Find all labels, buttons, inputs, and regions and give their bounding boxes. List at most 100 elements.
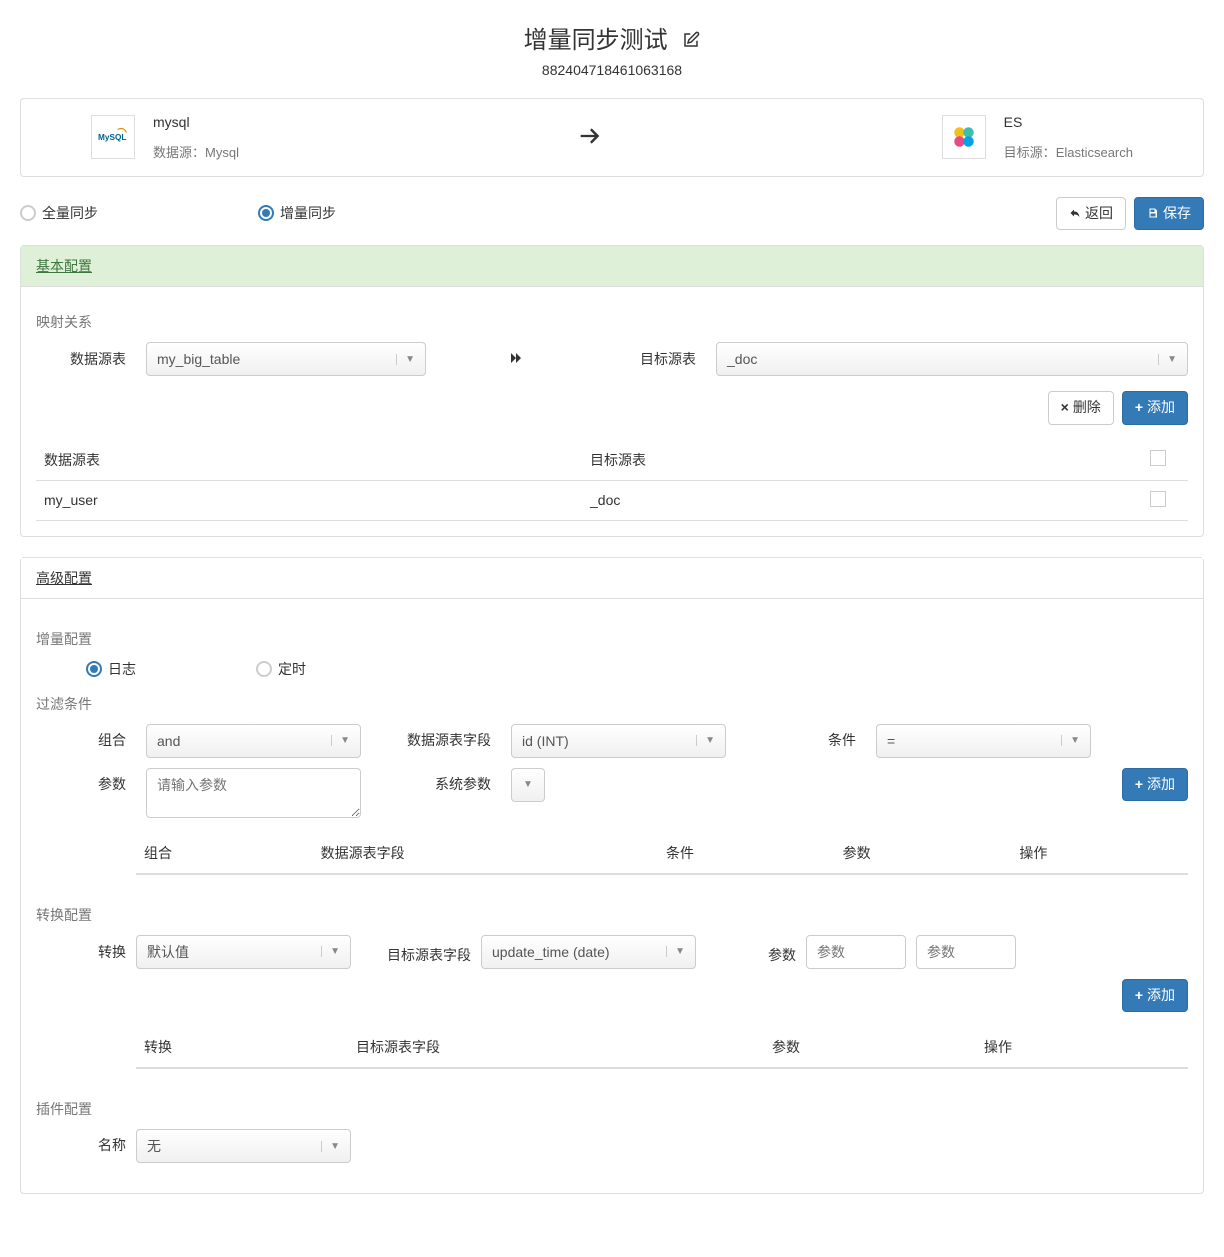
page-id: 882404718461063168: [20, 62, 1204, 78]
source-name: mysql: [153, 114, 239, 130]
source-target-panel: MySQL mysql 数据源：Mysql ES 目标源：Elasticsear…: [20, 98, 1204, 177]
radio-full-sync[interactable]: 全量同步: [20, 203, 98, 223]
target-field-select[interactable]: update_time (date) ▼: [481, 935, 696, 969]
add-mapping-button[interactable]: + 添加: [1122, 391, 1188, 425]
radio-icon: [20, 205, 36, 221]
title-text: 增量同步测试: [524, 27, 668, 54]
convert-table-header: 转换 目标源表字段 参数 操作: [136, 1027, 1188, 1069]
mapping-label: 映射关系: [36, 312, 1188, 332]
edit-icon[interactable]: [682, 28, 700, 56]
source-field-value: id (INT): [522, 733, 569, 749]
add-filter-button[interactable]: + 添加: [1122, 768, 1188, 802]
source-table-select[interactable]: my_big_table ▼: [146, 342, 426, 376]
radio-full-label: 全量同步: [42, 203, 98, 223]
condition-label: 条件: [746, 724, 856, 750]
row-checkbox[interactable]: [1150, 491, 1166, 507]
row-source: my_user: [36, 480, 582, 520]
target-block: ES 目标源：Elasticsearch: [942, 114, 1133, 161]
log-label: 日志: [108, 659, 136, 679]
basic-title: 基本配置: [36, 258, 92, 274]
sync-mode-row: 全量同步 增量同步 返回 保存: [20, 197, 1204, 231]
combine-label: 组合: [36, 724, 126, 750]
mapping-table: 数据源表 目标源表 my_user _doc: [36, 440, 1188, 521]
delete-button[interactable]: × 删除: [1048, 391, 1114, 425]
source-table-label: 数据源表: [36, 349, 126, 369]
radio-timed[interactable]: 定时: [256, 659, 306, 679]
plugin-name-select[interactable]: 无 ▼: [136, 1129, 351, 1163]
combine-value: and: [157, 733, 180, 749]
es-logo: [942, 115, 986, 159]
col-field: 数据源表字段: [313, 843, 658, 863]
row-target: _doc: [582, 480, 1128, 520]
table-row: my_user _doc: [36, 480, 1188, 520]
condition-select[interactable]: = ▼: [876, 724, 1091, 758]
save-label: 保存: [1163, 204, 1191, 224]
caret-icon: ▼: [321, 946, 340, 957]
convert-param-input-1[interactable]: [806, 935, 906, 969]
target-table-select[interactable]: _doc ▼: [716, 342, 1188, 376]
sys-param-select[interactable]: ▼: [511, 768, 545, 802]
filter-table-header: 组合 数据源表字段 条件 参数 操作: [136, 833, 1188, 875]
source-table-value: my_big_table: [157, 351, 240, 367]
caret-icon: ▼: [696, 735, 715, 746]
back-label: 返回: [1085, 204, 1113, 224]
x-icon: ×: [1061, 398, 1069, 418]
plugin-name-label: 名称: [36, 1129, 126, 1155]
save-button[interactable]: 保存: [1134, 197, 1204, 231]
source-field-label: 数据源表字段: [381, 724, 491, 750]
convert-param-label: 参数: [706, 939, 796, 965]
target-datasource: 目标源：Elasticsearch: [1004, 142, 1133, 161]
advanced-title: 高级配置: [36, 570, 92, 586]
mysql-logo: MySQL: [91, 115, 135, 159]
page-title: 增量同步测试: [20, 20, 1204, 56]
caret-icon: ▼: [331, 735, 350, 746]
page-header: 增量同步测试 882404718461063168: [20, 20, 1204, 78]
plus-icon: +: [1135, 398, 1143, 418]
target-table-label: 目标源表: [606, 349, 696, 369]
plugin-section-label: 插件配置: [36, 1099, 1188, 1119]
caret-icon: ▼: [321, 1141, 340, 1152]
timed-label: 定时: [278, 659, 306, 679]
back-button[interactable]: 返回: [1056, 197, 1126, 231]
advanced-header: 高级配置: [21, 558, 1203, 599]
sys-param-label: 系统参数: [381, 768, 491, 794]
radio-icon: [256, 661, 272, 677]
filter-label: 过滤条件: [36, 694, 1188, 714]
checkbox-all[interactable]: [1150, 450, 1166, 466]
radio-log[interactable]: 日志: [86, 659, 136, 679]
radio-incremental-sync[interactable]: 增量同步: [258, 203, 336, 223]
source-datasource: 数据源：Mysql: [153, 142, 239, 161]
caret-icon: ▼: [523, 779, 533, 790]
advanced-config-panel: 高级配置 增量配置 日志 定时 过滤条件 组合 and ▼ 数据源表字段: [20, 557, 1204, 1195]
plus-icon: +: [1135, 986, 1143, 1006]
target-field-value: update_time (date): [492, 944, 610, 960]
col-cond: 条件: [658, 843, 835, 863]
convert-param-input-2[interactable]: [916, 935, 1016, 969]
col-tfield: 目标源表字段: [348, 1037, 764, 1057]
param-label: 参数: [36, 768, 126, 794]
combine-select[interactable]: and ▼: [146, 724, 361, 758]
param-input[interactable]: [146, 768, 361, 818]
radio-icon: [86, 661, 102, 677]
convert-section-label: 转换配置: [36, 905, 1188, 925]
plus-icon: +: [1135, 775, 1143, 795]
target-name: ES: [1004, 114, 1133, 130]
add-label: 添加: [1147, 398, 1175, 418]
delete-label: 删除: [1073, 398, 1101, 418]
convert-select[interactable]: 默认值 ▼: [136, 935, 351, 969]
caret-icon: ▼: [1158, 354, 1177, 365]
convert-value: 默认值: [147, 942, 189, 962]
source-field-select[interactable]: id (INT) ▼: [511, 724, 726, 758]
basic-config-panel: 基本配置 映射关系 数据源表 my_big_table ▼ 目标源表 _doc …: [20, 245, 1204, 537]
inc-config-label: 增量配置: [36, 629, 1188, 649]
plugin-name-value: 无: [147, 1136, 161, 1156]
add-label: 添加: [1147, 986, 1175, 1006]
target-field-label: 目标源表字段: [361, 939, 471, 965]
convert-label: 转换: [36, 942, 126, 962]
add-convert-button[interactable]: + 添加: [1122, 979, 1188, 1013]
source-block: MySQL mysql 数据源：Mysql: [91, 114, 239, 161]
radio-inc-label: 增量同步: [280, 203, 336, 223]
th-source: 数据源表: [36, 440, 582, 481]
basic-config-header: 基本配置: [21, 246, 1203, 287]
col-cparam: 参数: [764, 1037, 976, 1057]
